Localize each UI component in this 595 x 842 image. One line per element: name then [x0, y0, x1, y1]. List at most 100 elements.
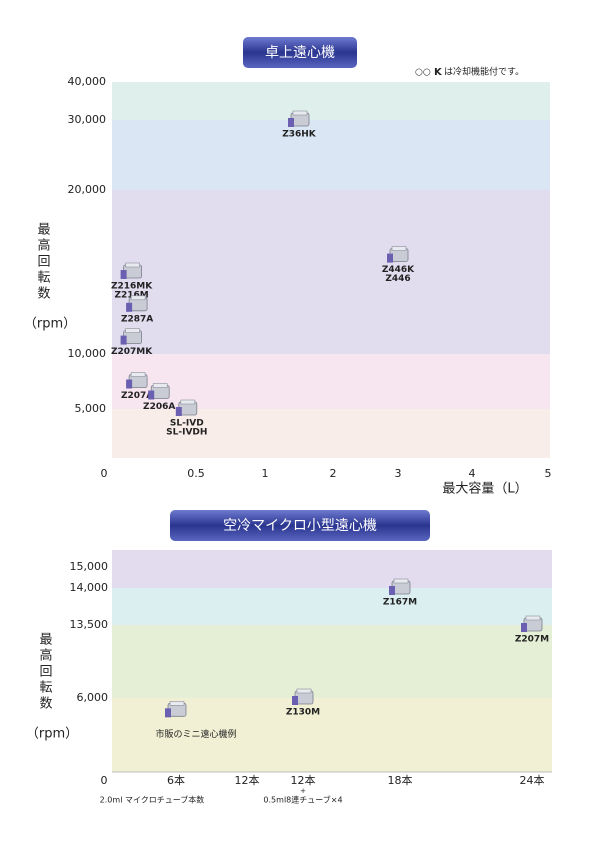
band	[112, 625, 552, 698]
x-tick-label: 0.5	[187, 467, 205, 480]
icon-lid	[130, 372, 146, 377]
note-text: は冷却機能付です。	[444, 66, 524, 78]
product-label: Z446	[385, 274, 410, 284]
product-label: Z167M	[383, 598, 417, 608]
product-icon	[126, 372, 148, 389]
y-tick-label: 15,000	[70, 560, 109, 573]
y-tick-label: 10,000	[68, 347, 107, 360]
icon-base	[120, 270, 127, 279]
y-axis-label: 転	[39, 681, 52, 696]
x-tick-label: 4	[469, 467, 476, 480]
y-axis-label: （rpm）	[26, 727, 78, 742]
note-k: K	[434, 67, 443, 78]
chart-title: 卓上遠心機	[265, 45, 335, 61]
y-tick-label: 5,000	[75, 402, 107, 415]
band	[112, 588, 552, 625]
icon-base	[521, 623, 527, 632]
product-label: Z446K	[382, 265, 415, 275]
x-tick-label: 18本	[388, 773, 413, 787]
product-icon	[165, 701, 187, 718]
y-axis-label: 回	[37, 255, 50, 270]
y-tick-label: 13,500	[70, 618, 109, 631]
y-axis-label: 数	[39, 697, 52, 712]
product-icon	[292, 688, 314, 705]
icon-base	[120, 335, 127, 345]
band	[112, 550, 552, 567]
icon-lid	[393, 578, 409, 584]
icon-lid	[130, 295, 146, 301]
product-icon	[120, 328, 142, 345]
x-note: +	[300, 787, 306, 795]
icon-base	[165, 708, 171, 718]
icon-lid	[125, 328, 140, 333]
y-axis-label: 高	[37, 238, 50, 254]
y-axis-label: 回	[39, 665, 52, 680]
icon-lid	[125, 262, 140, 268]
icon-base	[126, 302, 133, 312]
chart-title: 空冷マイクロ小型遠心機	[223, 518, 377, 534]
icon-base	[126, 379, 133, 389]
product-label: Z207A	[121, 391, 153, 401]
icon-base	[387, 253, 393, 263]
x-tick-label: 5	[545, 467, 552, 480]
note-circles: ○○	[415, 68, 431, 78]
band	[112, 190, 550, 354]
icon-lid	[180, 399, 196, 405]
product-label: Z36HK	[282, 130, 317, 140]
product-icon	[148, 383, 170, 400]
band	[112, 120, 550, 190]
band	[112, 354, 550, 409]
y-axis-label: 最	[37, 223, 50, 238]
band	[112, 409, 550, 458]
y-axis-label: 数	[37, 287, 50, 302]
y-tick-label: 30,000	[68, 113, 107, 126]
product-icon	[120, 262, 142, 279]
icon-base	[175, 407, 182, 416]
x-tick-label: 24本	[520, 773, 545, 787]
icon-base	[292, 696, 298, 705]
y-tick-label: 20,000	[68, 183, 107, 196]
product-label: Z130M	[286, 708, 320, 718]
product-label: SL-IVDH	[166, 428, 207, 438]
product-label: Z207M	[515, 635, 549, 645]
x-axis-label: 最大容量（L）	[442, 481, 527, 497]
band	[112, 82, 550, 120]
icon-lid	[391, 246, 407, 251]
icon-lid	[525, 615, 541, 621]
icon-base	[148, 390, 155, 400]
product-label: Z207MK	[111, 347, 153, 357]
product-icon	[387, 246, 409, 263]
icon-lid	[292, 110, 308, 116]
product-icon	[175, 399, 198, 416]
y-tick-label: 14,000	[70, 581, 109, 594]
product-label: SL-IVD	[170, 419, 204, 429]
x-tick-label: 3	[395, 467, 402, 480]
icon-lid	[169, 701, 185, 706]
product-icon	[521, 615, 543, 632]
x-tick-label: 1	[262, 467, 269, 480]
icon-base	[389, 586, 395, 595]
product-label: Z287A	[121, 314, 153, 324]
y-axis-label: （rpm）	[24, 317, 76, 332]
y-tick-label: 6,000	[77, 691, 109, 704]
y-axis-label: 最	[39, 633, 52, 648]
product-label: 市販のミニ遠心機例	[155, 728, 236, 740]
title-banner	[170, 510, 430, 541]
x-tick-label: 0	[101, 467, 108, 480]
product-label: Z216MK	[111, 282, 153, 292]
x-axis-label: 2.0ml マイクロチューブ本数	[100, 795, 205, 805]
product-icon	[288, 110, 310, 127]
title-banner	[243, 37, 357, 68]
y-axis-label: 高	[39, 648, 52, 664]
product-icon	[126, 295, 148, 312]
icon-lid	[152, 383, 168, 388]
product-label: Z206A	[143, 402, 175, 412]
product-icon	[389, 578, 411, 595]
x-tick-label: 6本	[167, 773, 185, 787]
icon-base	[288, 118, 294, 127]
x-tick-label: 2	[330, 467, 337, 480]
band	[112, 567, 552, 588]
icon-lid	[296, 688, 312, 694]
x-tick-label: 0	[101, 774, 108, 787]
